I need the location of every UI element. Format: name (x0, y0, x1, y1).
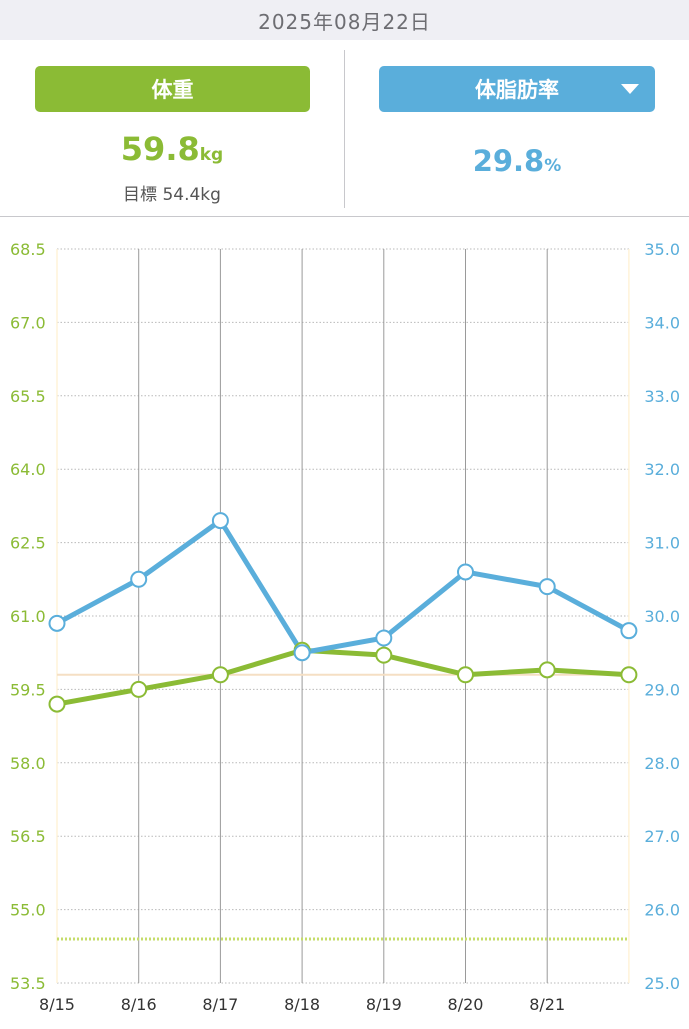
weight-data-point (211, 666, 229, 684)
right-axis-tick-label: 25.0 (644, 974, 680, 993)
left-axis-tick-label: 64.0 (10, 460, 46, 479)
x-axis-tick-label: 8/19 (366, 995, 402, 1014)
x-axis-tick-label: 8/18 (284, 995, 320, 1014)
weight-value: 59.8kg (120, 130, 224, 168)
x-axis-tick-label: 8/16 (121, 995, 157, 1014)
body-fat-data-point (130, 570, 148, 588)
body-fat-data-point (620, 622, 638, 640)
body-fat-data-point (375, 629, 393, 647)
body-fat-data-point (48, 614, 66, 632)
left-axis-tick-label: 58.0 (10, 754, 46, 773)
body-fat-value: 29.8% (472, 144, 562, 178)
left-axis-tick-label: 53.5 (10, 974, 46, 993)
x-axis-tick-label: 8/15 (39, 995, 75, 1014)
weight-data-point (538, 661, 556, 679)
weight-data-point (375, 646, 393, 664)
goal-weight: 目標 54.4kg (0, 180, 344, 205)
caret-down-icon (621, 84, 639, 94)
chart-area[interactable]: 68.5 67.0 65.5 64.0 62.5 61.0 59.5 58.0 56.5 55.0… (0, 217, 689, 1024)
panel-divider (344, 50, 345, 208)
x-axis-tick-label: 8/20 (448, 995, 484, 1014)
left-axis-tick-label: 65.5 (10, 387, 46, 406)
body-fat-data-point (457, 563, 474, 581)
weight-data-point (620, 666, 638, 684)
weight-panel: 体重 59.8kg 目標 54.4kg (0, 40, 344, 216)
date-header: 2025年08月22日 (0, 0, 689, 40)
right-axis-tick-label: 30.0 (644, 607, 680, 626)
left-axis-tick-label: 62.5 (10, 534, 46, 553)
right-axis-tick-label: 33.0 (644, 387, 680, 406)
right-axis-tick-label: 31.0 (644, 534, 680, 553)
weight-bodyfat-chart[interactable]: 68.5 67.0 65.5 64.0 62.5 61.0 59.5 58.0 56.5 55.0… (0, 217, 689, 1024)
weight-series-line (54, 647, 632, 707)
weight-button[interactable]: 体重 (35, 66, 310, 112)
left-axis-tick-label: 61.0 (10, 607, 46, 626)
x-axis-tick-label: 8/21 (529, 995, 565, 1014)
body-fat-data-point (293, 644, 311, 662)
body-fat-series-line (54, 518, 632, 656)
right-axis-tick-label: 27.0 (644, 827, 680, 846)
left-axis-tick-label: 59.5 (10, 680, 46, 699)
right-axis-tick-label: 34.0 (644, 313, 680, 332)
right-axis-tick-label: 29.0 (644, 680, 680, 699)
goal-label: 目標 (123, 185, 158, 205)
header-divider (0, 216, 689, 217)
left-axis-tick-label: 56.5 (10, 827, 46, 846)
weight-button-label: 体重 (151, 78, 194, 102)
body-fat-button-label: 体脂肪率 (475, 78, 559, 102)
body-fat-panel: 体脂肪率 29.8% (345, 40, 689, 216)
right-axis-tick-label: 28.0 (644, 754, 680, 773)
right-axis-tick-label: 35.0 (644, 240, 680, 259)
x-axis-tick-label: 8/17 (202, 995, 238, 1014)
right-axis-tick-label: 26.0 (644, 901, 680, 920)
right-axis-tick-label: 32.0 (644, 460, 680, 479)
left-axis-tick-label: 55.0 (10, 901, 46, 920)
weight-data-point (130, 680, 148, 698)
weight-data-point (457, 666, 474, 684)
body-fat-dropdown[interactable]: 体脂肪率 (379, 66, 655, 112)
weight-data-point (48, 695, 66, 713)
body-fat-data-point (211, 512, 229, 530)
goal-value: 54.4kg (162, 185, 221, 205)
body-fat-data-point (538, 578, 556, 596)
body-fat-unit: % (544, 156, 562, 176)
weight-unit: kg (199, 145, 224, 165)
left-axis-tick-label: 67.0 (10, 313, 46, 332)
left-axis-tick-label: 68.5 (10, 240, 46, 259)
